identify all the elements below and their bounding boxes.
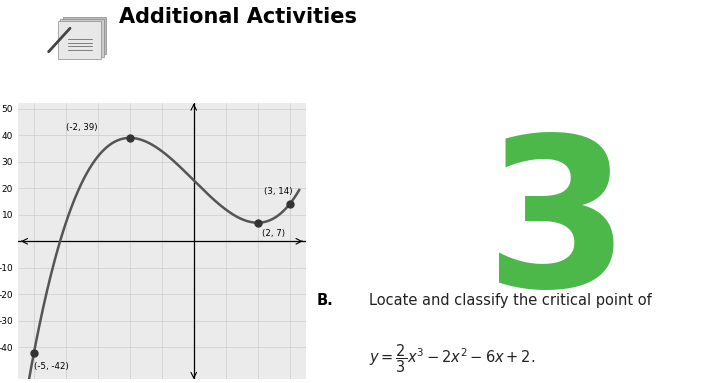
Text: B.: B.: [316, 293, 333, 308]
Text: (-2, 39): (-2, 39): [66, 123, 97, 132]
FancyBboxPatch shape: [60, 19, 104, 57]
Text: (2, 7): (2, 7): [262, 229, 285, 238]
Text: Additional Activities: Additional Activities: [119, 7, 357, 27]
Text: 3: 3: [485, 128, 631, 330]
Text: (-5, -42): (-5, -42): [34, 362, 69, 371]
FancyBboxPatch shape: [63, 16, 106, 54]
Text: $y = \dfrac{2}{3}x^3 - 2x^2 - 6x + 2.$: $y = \dfrac{2}{3}x^3 - 2x^2 - 6x + 2.$: [369, 342, 535, 375]
Text: (3, 14): (3, 14): [264, 187, 293, 196]
Text: Locate and classify the critical point of: Locate and classify the critical point o…: [369, 293, 651, 308]
FancyBboxPatch shape: [58, 21, 101, 59]
